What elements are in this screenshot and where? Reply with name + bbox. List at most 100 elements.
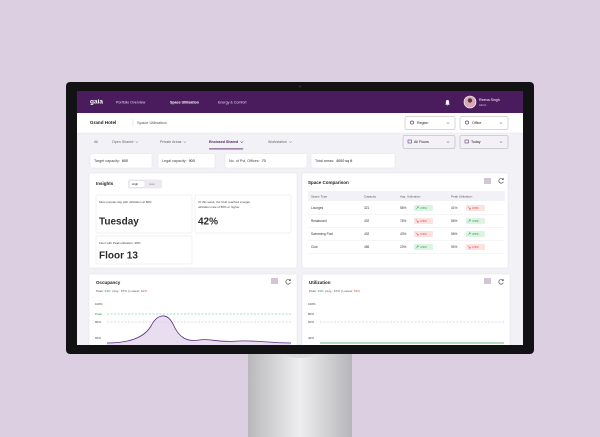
tab[interactable]: Enclosed Shared xyxy=(209,140,238,144)
tab[interactable]: Workstation xyxy=(268,140,287,144)
toggle-option: High xyxy=(132,182,139,186)
trend-value: 4.5% xyxy=(472,219,479,223)
summary-part: 51% xyxy=(354,289,360,293)
cell: Swimming Pool xyxy=(311,232,333,236)
trend-value: 3.5% xyxy=(472,206,479,210)
dropdown-icon xyxy=(407,139,412,144)
trend-arrow xyxy=(467,245,471,249)
trend-value: 3.5% xyxy=(420,232,427,236)
chart-card xyxy=(88,273,298,345)
dropdown-icon xyxy=(410,120,414,125)
cell: Lounges xyxy=(311,206,324,210)
stat-value: 4000 sq ft xyxy=(336,159,352,163)
summary-part: | Avg.: xyxy=(112,289,120,293)
dropdown[interactable] xyxy=(404,116,456,130)
column-header: Space Type xyxy=(311,194,328,198)
nav-item: Portfolio Overview xyxy=(116,100,146,104)
cell: Restaurant xyxy=(311,219,327,223)
stat-label: No. of Pvt. Offices: xyxy=(229,159,260,163)
insight-text: utilization rate of 80% or higher. xyxy=(198,205,240,209)
refresh-icon[interactable] xyxy=(498,279,504,285)
stat-value: 600 xyxy=(122,159,128,163)
trend-badge xyxy=(466,205,485,211)
tab[interactable]: All xyxy=(94,140,98,144)
insight-value: Tuesday xyxy=(99,217,139,228)
caret xyxy=(183,141,187,144)
summary-part: | Lowest: xyxy=(341,289,353,293)
caret xyxy=(499,122,503,125)
insight-text: Of this week, the Club reached a target xyxy=(198,200,250,204)
cell: 56% xyxy=(400,206,407,210)
cell: 76% xyxy=(400,219,407,223)
stat-label: Legal capacity: xyxy=(162,159,187,163)
summary-part: | Lowest: xyxy=(128,289,140,293)
stat-label: Target capacity: xyxy=(94,159,120,163)
summary-part: 67% xyxy=(334,289,340,293)
summary-part: 51% xyxy=(141,289,147,293)
cell: 321 xyxy=(364,206,370,210)
cell: 23% xyxy=(400,245,407,249)
stat-label: Total areas: xyxy=(315,159,334,163)
refresh-icon[interactable] xyxy=(498,178,504,184)
trend-badge xyxy=(466,231,485,237)
cell: 456 xyxy=(364,245,370,249)
cell: 432 xyxy=(364,219,370,223)
tab-underline xyxy=(209,148,244,150)
refresh-icon[interactable] xyxy=(285,279,291,285)
dropdown[interactable] xyxy=(459,116,509,130)
caret xyxy=(135,141,139,144)
insight-card xyxy=(95,235,193,265)
cell: 56% xyxy=(451,219,458,223)
nav-item: Energy & Comfort xyxy=(218,100,247,104)
camera xyxy=(299,85,301,88)
dropdown-label: Region xyxy=(417,121,428,125)
trend-arrow xyxy=(467,232,471,236)
column-header: Peak Utilization xyxy=(451,194,473,198)
logo: gaia xyxy=(90,99,103,106)
caret xyxy=(289,141,292,144)
stat-value: 70 xyxy=(262,159,266,163)
stat-box xyxy=(224,153,308,169)
dropdown[interactable] xyxy=(402,135,456,149)
insight-value: Floor 13 xyxy=(99,251,138,262)
chart-summary: Peak:94%| Avg.:67%| Lowest:51% xyxy=(309,289,360,293)
page-title: Grand Hotel xyxy=(90,120,116,125)
tab[interactable]: Private Areas xyxy=(160,140,182,144)
trend-badge xyxy=(466,218,485,224)
avatar-head xyxy=(467,98,473,103)
card-title: Utilization xyxy=(309,280,331,285)
screen: gaia Portfolio Overview Space Utilisation E… xyxy=(77,91,523,345)
chart-card xyxy=(301,273,511,345)
dropdown-label: All Floors xyxy=(414,140,429,144)
trend-value: 4.5% xyxy=(420,245,427,249)
trend-arrow xyxy=(467,219,471,223)
trend-value: 4.5% xyxy=(472,232,479,236)
trend-badge xyxy=(414,218,433,224)
insight-text: Floor with Peak utilization: 98% xyxy=(99,241,141,245)
toggle-active[interactable] xyxy=(128,180,146,188)
cell: 94% xyxy=(451,245,458,249)
nav-bar xyxy=(77,91,523,113)
tab[interactable]: Open Shared xyxy=(112,140,133,144)
stat-box xyxy=(89,153,153,169)
stat-box xyxy=(310,153,396,169)
cell: 41% xyxy=(451,206,458,210)
bell-icon[interactable] xyxy=(445,99,450,106)
table-header xyxy=(308,191,505,201)
trend-arrow xyxy=(415,219,419,223)
dropdown-label: Office xyxy=(472,121,481,125)
trend-badge xyxy=(414,244,433,250)
caret xyxy=(446,141,450,144)
trend-value: 3.5% xyxy=(420,206,427,210)
chart-summary: Peak:94%| Avg.:67%| Lowest:51% xyxy=(96,289,147,293)
trend-value: 3.5% xyxy=(420,219,427,223)
page-subtitle: Space Utilisation xyxy=(137,120,167,125)
nav-item: Space Utilisation xyxy=(170,100,199,104)
axis-label: 60% xyxy=(308,320,314,324)
caret xyxy=(240,141,244,144)
dropdown-label: Today xyxy=(471,140,481,144)
dropdown[interactable] xyxy=(459,135,509,149)
column-header: Avg. Utilization xyxy=(400,194,421,198)
axis-label: 100% xyxy=(95,302,103,306)
summary-part: 67% xyxy=(121,289,127,293)
